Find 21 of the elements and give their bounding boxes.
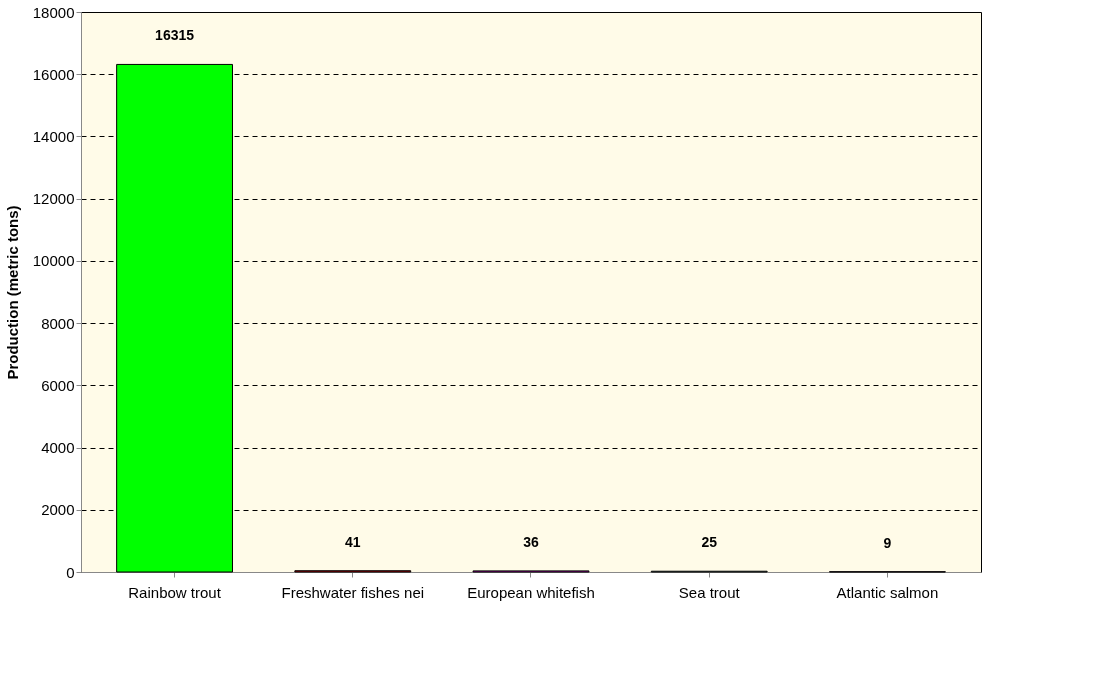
x-tick-label: Sea trout [678,583,741,601]
y-tick-label: 8000 [41,314,75,332]
x-tick-label: Freshwater fishes nei [281,583,425,601]
data-label: 36 [523,533,539,550]
y-tick-label: 18000 [32,3,75,21]
data-label: 25 [701,534,718,551]
y-tick-label: 16000 [32,65,75,83]
x-tick-label: Atlantic salmon [836,583,939,601]
y-tick-label: 0 [66,563,75,581]
data-label: 9 [883,534,892,551]
y-tick-label: 2000 [41,501,75,519]
x-tick-label: European whitefish [467,583,595,601]
y-axis-title: Production (metric tons) [3,205,21,380]
y-tick-label: 4000 [41,439,75,457]
y-tick-label: 14000 [32,127,75,145]
data-label: 41 [344,533,361,550]
y-tick-label: 6000 [41,376,75,394]
y-tick-label: 10000 [32,252,75,270]
x-tick-label: Rainbow trout [128,583,222,601]
data-label: 16315 [155,27,195,44]
y-tick-label: 12000 [32,190,75,208]
